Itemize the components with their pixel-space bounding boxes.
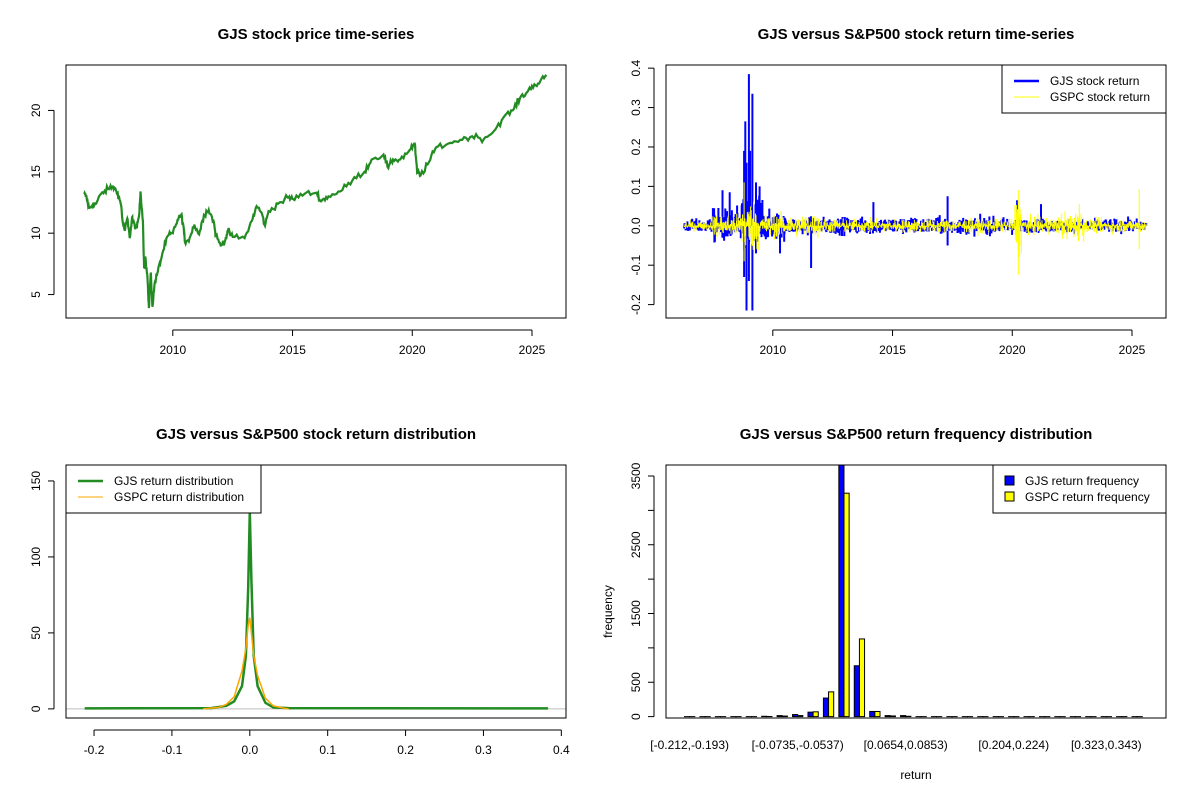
- x-tick-label: 2025: [519, 343, 546, 357]
- x-category-label: [0.204,0.224): [978, 738, 1049, 752]
- y-tick-label: 0.0: [629, 217, 643, 234]
- y-tick-label: 0.1: [629, 178, 643, 195]
- legend-label: GSPC return frequency: [1025, 490, 1150, 504]
- y-tick-label: 0: [629, 713, 643, 720]
- bar-gjs: [869, 710, 876, 718]
- bar-gspc: [889, 715, 896, 718]
- x-tick-label: -0.1: [162, 743, 183, 757]
- legend-label: GJS return distribution: [114, 474, 233, 488]
- y-tick-label: 150: [29, 471, 43, 491]
- plot-frame: [65, 464, 567, 719]
- x-tick-label: 2010: [159, 343, 186, 357]
- legend-label: GJS return frequency: [1025, 474, 1139, 488]
- bar-gjs: [792, 714, 799, 718]
- bar-gjs: [884, 715, 891, 718]
- y-tick-label: 5: [29, 291, 43, 298]
- x-tick-label: 0.1: [319, 743, 336, 757]
- y-tick-label: 2500: [629, 531, 643, 558]
- bar-gspc: [843, 492, 850, 718]
- x-category-label: [0.323,0.343): [1071, 738, 1142, 752]
- bar-gjs: [807, 711, 814, 718]
- y-tick-label: 100: [29, 547, 43, 567]
- bar-gjs: [776, 715, 783, 718]
- x-tick-label: 2025: [1119, 343, 1146, 357]
- x-category-label: [0.0654,0.0853): [864, 738, 948, 752]
- x-category-label: [-0.0735,-0.0537): [752, 738, 844, 752]
- x-tick-label: 2010: [759, 343, 786, 357]
- y-tick-label: 50: [29, 626, 43, 640]
- x-category-label: [-0.212,-0.193): [650, 738, 729, 752]
- plot-frame: [665, 64, 1167, 319]
- y-tick-label: 1500: [629, 600, 643, 627]
- y-tick-label: 15: [29, 165, 43, 179]
- legend-swatch: [1004, 475, 1015, 486]
- bar-gspc: [828, 691, 835, 718]
- y-tick-label: 3500: [629, 462, 643, 489]
- y-axis-title: frequency: [601, 585, 615, 638]
- bar-gjs: [900, 715, 907, 718]
- legend-label: GSPC return distribution: [114, 490, 244, 504]
- y-tick-label: 10: [29, 226, 43, 240]
- y-tick-label: 500: [629, 672, 643, 692]
- bar-gspc: [858, 638, 866, 718]
- x-tick-label: 0.4: [553, 743, 570, 757]
- legend-box: [992, 464, 1167, 514]
- y-tick-label: 0: [29, 705, 43, 712]
- gspc-density-line: [203, 617, 289, 710]
- x-tick-label: 2015: [879, 343, 906, 357]
- chart-title: GJS versus S&P500 stock return distribut…: [156, 426, 476, 443]
- gspc-return-lines: [683, 182, 1147, 275]
- bar-gjs: [838, 465, 845, 718]
- x-tick-label: 0.3: [475, 743, 492, 757]
- chart-title: GJS versus S&P500 stock return time-seri…: [758, 26, 1075, 43]
- legend-box: [1001, 64, 1167, 114]
- bar-gjs: [853, 665, 860, 718]
- legend-label: GSPC stock return: [1050, 90, 1150, 104]
- chart-title: GJS versus S&P500 return frequency distr…: [740, 426, 1093, 443]
- bar-gspc: [874, 710, 881, 718]
- x-tick-label: 0.2: [397, 743, 414, 757]
- y-tick-label: -0.2: [629, 294, 643, 315]
- legend-swatch: [1004, 491, 1015, 502]
- y-tick-label: 0.3: [629, 99, 643, 116]
- plot-frame: [65, 64, 567, 319]
- y-tick-label: 0.2: [629, 138, 643, 155]
- y-tick-label: 20: [29, 103, 43, 117]
- y-tick-label: 0.4: [629, 59, 643, 76]
- x-tick-label: 2020: [999, 343, 1026, 357]
- bar-gspc: [797, 715, 804, 718]
- plot-frame: [665, 464, 1167, 719]
- x-tick-label: 2015: [279, 343, 306, 357]
- y-tick-label: -0.1: [629, 255, 643, 276]
- gjs-density-line: [84, 511, 549, 710]
- bar-gjs: [822, 697, 830, 718]
- x-tick-label: 2020: [399, 343, 426, 357]
- legend-box: [65, 464, 262, 514]
- legend-label: GJS stock return: [1050, 74, 1139, 88]
- gspc-return-series: [683, 182, 1147, 275]
- x-tick-label: -0.2: [84, 743, 105, 757]
- bar-gspc: [812, 711, 819, 718]
- price-series-line: [83, 74, 548, 309]
- x-axis-title: return: [900, 768, 931, 782]
- bar-gspc: [781, 715, 788, 718]
- chart-title: GJS stock price time-series: [218, 26, 415, 43]
- x-tick-label: 0.0: [241, 743, 258, 757]
